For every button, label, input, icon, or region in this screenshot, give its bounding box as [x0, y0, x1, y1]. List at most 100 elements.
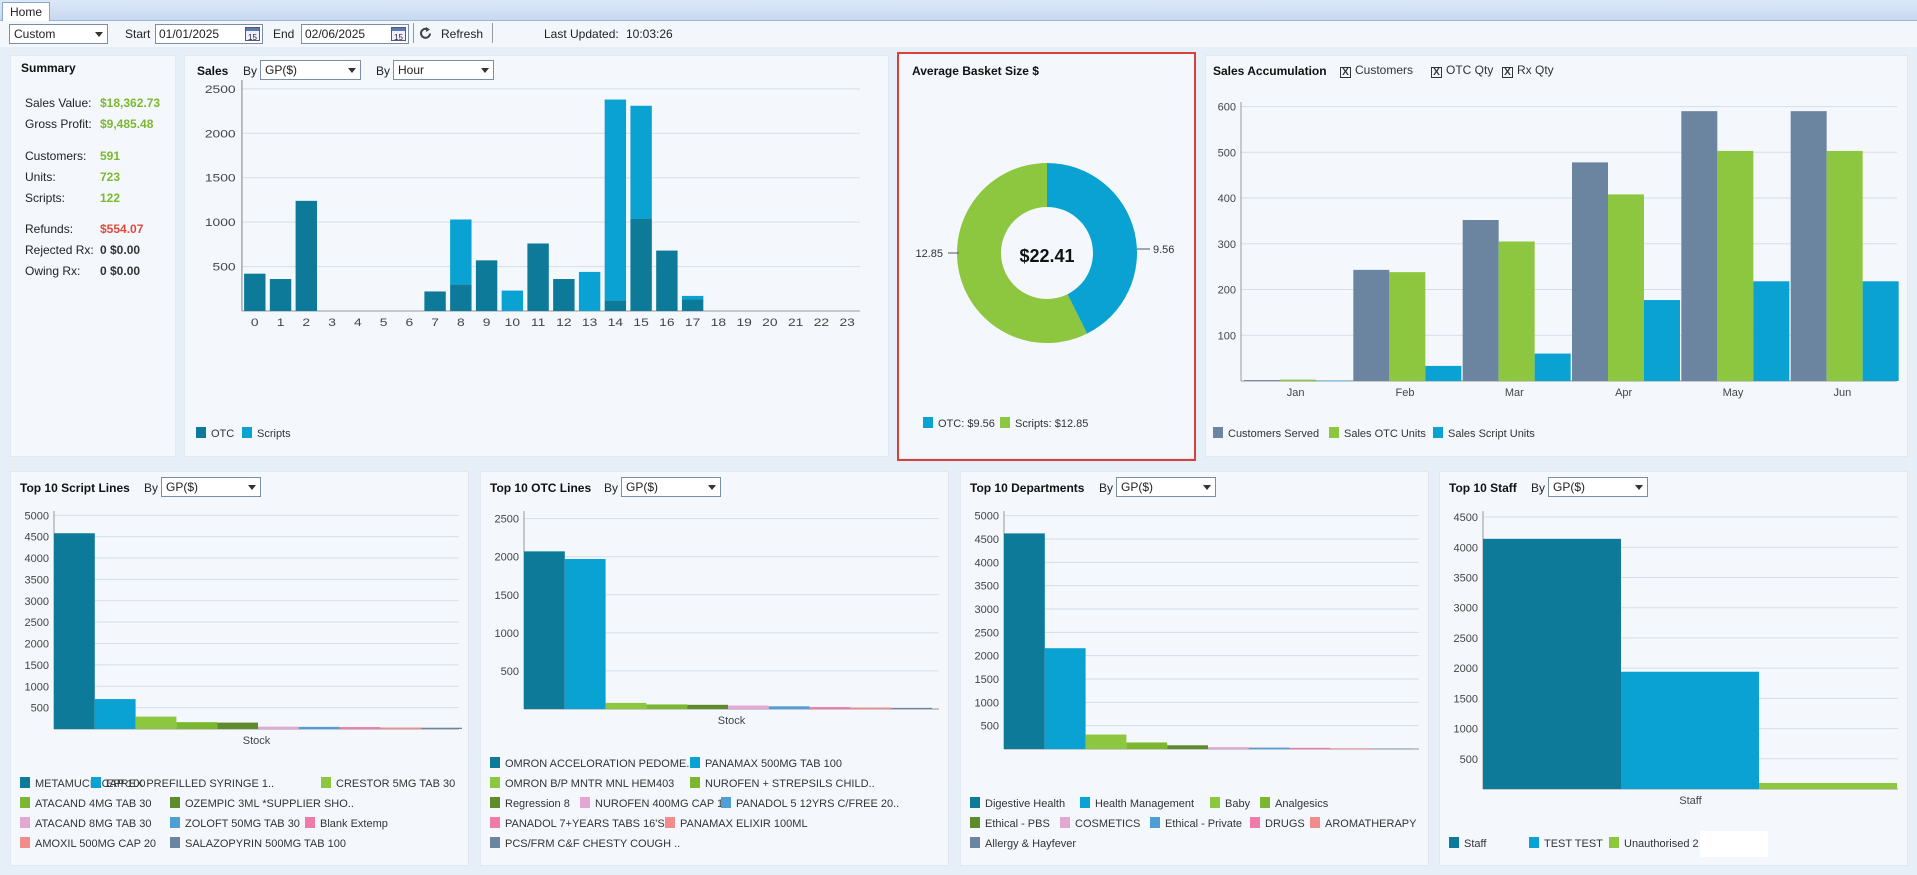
legend-item: Analgesics	[1260, 797, 1328, 810]
start-date-input[interactable]: 01/01/2025 15	[155, 24, 263, 44]
calendar-icon[interactable]: 15	[245, 27, 260, 42]
legend-label: PANAMAX 500MG TAB 100	[705, 758, 842, 770]
start-date-value: 01/01/2025	[159, 27, 220, 41]
by-label: By	[604, 481, 619, 495]
checkbox-label: Customers	[1355, 63, 1414, 77]
y-tick-label: 200	[1218, 285, 1236, 297]
top-staff-title: Top 10 Staff	[1449, 481, 1517, 495]
legend-label: TEST TEST	[1544, 838, 1603, 850]
calendar-day: 15	[248, 33, 257, 42]
legend-swatch	[970, 837, 980, 848]
legend-swatch	[1310, 817, 1320, 828]
legend-label: Sales OTC Units	[1344, 428, 1426, 440]
end-label: End	[273, 27, 295, 41]
bar-item	[1126, 742, 1168, 749]
tab-bar: Home	[0, 0, 1917, 21]
bar-scripts	[578, 271, 601, 311]
bar-item	[524, 551, 565, 709]
legend-item: ATACAND 8MG TAB 30	[20, 817, 152, 830]
basket-chart: 9.56 12.85 $22.41	[915, 163, 1174, 343]
legend-label: Customers Served	[1228, 428, 1320, 440]
bar-item	[135, 716, 177, 729]
bar-sales-otc-units	[1608, 194, 1644, 381]
top-script-by-value: GP($)	[166, 480, 199, 494]
top-otc-by-select[interactable]: GP($)	[621, 477, 721, 497]
end-date-input[interactable]: 02/06/2025 15	[301, 24, 409, 44]
legend-swatch	[1449, 837, 1459, 848]
bar-item	[1330, 748, 1372, 749]
x-tick-label: 19	[736, 316, 751, 328]
x-tick-label: Mar	[1505, 387, 1524, 399]
bar-sales-otc-units	[1717, 150, 1754, 381]
chevron-down-icon	[481, 68, 489, 73]
top-dept-by-select[interactable]: GP($)	[1116, 477, 1216, 497]
check-icon: X	[1340, 67, 1351, 78]
x-tick-label: 18	[711, 316, 726, 328]
legend-label: CRESTOR 5MG TAB 30	[336, 778, 456, 790]
period-select[interactable]: Custom	[9, 24, 108, 44]
x-tick-label: 11	[531, 316, 545, 328]
summary-label: Units:	[25, 170, 56, 184]
calendar-icon[interactable]: 15	[391, 27, 406, 42]
checkbox-label: OTC Qty	[1446, 63, 1494, 77]
bar-item	[1044, 648, 1086, 749]
customers-checkbox[interactable]: X Customers	[1340, 63, 1413, 78]
refresh-icon[interactable]	[418, 26, 433, 41]
legend-swatch	[20, 817, 30, 828]
bar-otc	[604, 300, 627, 311]
check-icon: X	[1502, 67, 1513, 78]
refresh-button[interactable]: Refresh	[441, 27, 484, 41]
y-tick-label: 400	[1218, 193, 1236, 205]
bar-sales-otc-units	[1826, 150, 1863, 381]
x-tick-label: 10	[505, 316, 520, 328]
legend-item: EPREX PREFILLED SYRINGE 1..	[91, 777, 274, 790]
sales-period-select[interactable]: Hour	[393, 60, 494, 80]
y-tick-label: 2500	[495, 514, 519, 526]
top-staff-by-select[interactable]: GP($)	[1548, 477, 1648, 497]
y-tick-label: 4000	[25, 553, 49, 565]
last-updated-value: 10:03:26	[626, 27, 673, 41]
legend-swatch	[1250, 817, 1260, 828]
legend-label: Scripts	[257, 428, 291, 440]
legend-swatch	[170, 797, 180, 808]
bar-item	[768, 706, 810, 709]
bar-item	[1167, 745, 1208, 749]
legend-swatch	[923, 417, 933, 428]
bar-item	[298, 726, 340, 729]
legend-item: Staff	[1449, 837, 1486, 850]
legend-script-units: Sales Script Units	[1433, 427, 1535, 440]
tab-home[interactable]: Home	[2, 2, 51, 21]
bar-otc	[553, 279, 575, 311]
y-tick-label: 1000	[975, 697, 999, 709]
y-tick-label: 4000	[975, 557, 999, 569]
rx-qty-checkbox[interactable]: X Rx Qty	[1502, 63, 1554, 78]
bar-otc	[681, 299, 704, 311]
legend-swatch	[970, 797, 980, 808]
legend-swatch	[1000, 417, 1010, 428]
checkbox-label: Rx Qty	[1517, 63, 1554, 77]
bar-customers-served	[1462, 220, 1499, 381]
legend-swatch	[196, 427, 206, 438]
y-tick-label: 3500	[975, 581, 999, 593]
y-tick-label: 2500	[205, 83, 236, 95]
legend-item: Allergy & Hayfever	[970, 837, 1076, 850]
sales-by-select[interactable]: GP($)	[260, 60, 361, 80]
y-tick-label: 500	[501, 666, 519, 678]
x-tick-label: 20	[762, 316, 777, 328]
top-script-by-select[interactable]: GP($)	[161, 477, 261, 497]
legend-swatch	[1433, 427, 1443, 438]
legend-swatch	[91, 777, 101, 788]
legend-label: Unauthorised 2	[1624, 838, 1699, 850]
legend-item: OZEMPIC 3ML *SUPPLIER SHO..	[170, 797, 354, 810]
y-tick-label: 1500	[495, 590, 519, 602]
x-tick-label: 16	[659, 316, 674, 328]
legend-item: PANAMAX 500MG TAB 100	[690, 757, 842, 770]
top-dept-chart: 500100015002000250030003500400045005000D…	[975, 511, 1419, 750]
x-tick-label: 5	[380, 316, 388, 328]
period-select-value: Custom	[14, 27, 56, 41]
basket-title: Average Basket Size $	[912, 64, 1039, 78]
sales-title: Sales	[197, 64, 229, 78]
y-tick-label: 600	[1218, 102, 1236, 114]
otc-qty-checkbox[interactable]: X OTC Qty	[1431, 63, 1493, 78]
y-tick-label: 500	[1460, 754, 1478, 766]
